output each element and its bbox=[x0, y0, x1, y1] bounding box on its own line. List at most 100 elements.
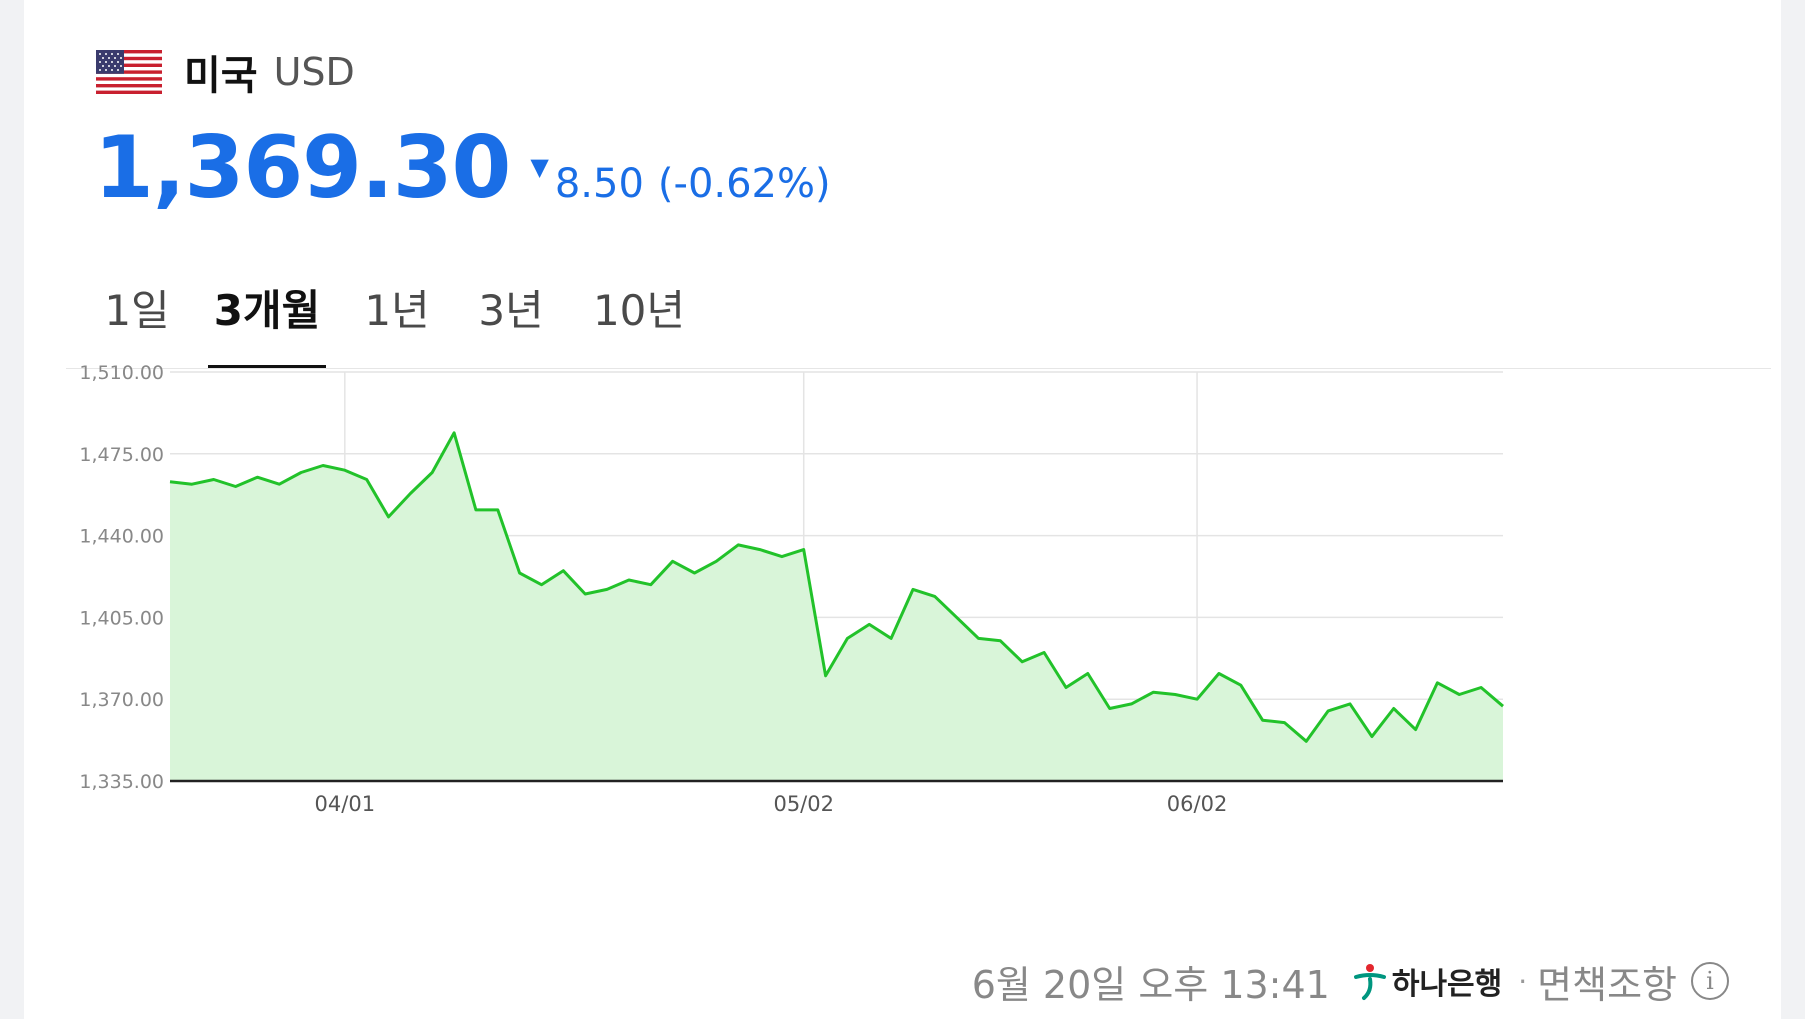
chart-footer: 6월 20일 오후 13:41 하나은행 · 면책조항 i bbox=[972, 954, 1729, 1008]
data-point bbox=[277, 482, 281, 486]
data-point bbox=[212, 478, 216, 482]
data-point bbox=[321, 464, 325, 468]
data-point bbox=[234, 485, 238, 489]
data-point bbox=[255, 475, 259, 479]
hana-bank-icon bbox=[1353, 964, 1386, 1000]
separator: · bbox=[1518, 964, 1528, 998]
info-icon[interactable]: i bbox=[1691, 962, 1729, 1000]
data-point bbox=[1370, 735, 1374, 739]
data-point bbox=[693, 571, 697, 575]
y-tick-label: 1,335.00 bbox=[79, 771, 164, 793]
data-point bbox=[780, 555, 784, 559]
data-point bbox=[1173, 693, 1177, 697]
data-point bbox=[998, 639, 1002, 643]
data-point bbox=[1217, 672, 1221, 676]
tab-3-years[interactable]: 3년 bbox=[478, 286, 544, 335]
y-tick-label: 1,370.00 bbox=[79, 689, 164, 711]
data-point bbox=[452, 431, 456, 435]
country-name: 미국 bbox=[184, 53, 258, 99]
data-point bbox=[911, 587, 915, 591]
chart-labels: 1,510.00 1,475.00 1,440.00 1,405.00 1,370.00… bbox=[79, 362, 1227, 816]
data-point bbox=[867, 622, 871, 626]
disclaimer-link[interactable]: 면책조항 bbox=[1537, 962, 1677, 1007]
data-point bbox=[1151, 690, 1155, 694]
rate-change-percent: (-0.62%) bbox=[657, 161, 831, 207]
period-tabs: 1일 3개월 1년 3년 10년 bbox=[66, 270, 1771, 369]
exchange-rate-chart[interactable]: 1,510.00 1,475.00 1,440.00 1,405.00 1,370.00… bbox=[24, 0, 1781, 950]
data-point bbox=[649, 583, 653, 587]
currency-code: USD bbox=[273, 50, 355, 94]
data-point bbox=[1304, 739, 1308, 743]
data-point bbox=[518, 571, 522, 575]
data-point bbox=[933, 594, 937, 598]
data-point bbox=[540, 583, 544, 587]
x-tick-label: 05/02 bbox=[773, 792, 834, 816]
tab-3-months[interactable]: 3개월 bbox=[213, 286, 321, 335]
data-point bbox=[1501, 704, 1505, 708]
data-point bbox=[955, 615, 959, 619]
data-point bbox=[299, 471, 303, 475]
currency-header: 미국 USD bbox=[96, 42, 355, 102]
data-point bbox=[1020, 660, 1024, 664]
data-point bbox=[561, 569, 565, 573]
data-point bbox=[1108, 707, 1112, 711]
data-point bbox=[1283, 721, 1287, 725]
data-point bbox=[845, 636, 849, 640]
data-point bbox=[714, 559, 718, 563]
exchange-rate-card: 미국 USD 1,369.30 ▼ 8.50 (-0.62%) 1일 3개월 1… bbox=[24, 0, 1781, 1019]
data-point bbox=[583, 592, 587, 596]
series-line bbox=[169, 431, 1504, 743]
bank-name: 하나은행 bbox=[1391, 967, 1503, 1002]
data-point bbox=[671, 559, 675, 563]
data-point bbox=[365, 478, 369, 482]
bank-logo: 하나은행 bbox=[1350, 959, 1502, 1003]
data-point bbox=[1261, 718, 1265, 722]
chart-area bbox=[168, 431, 1505, 781]
us-flag-icon bbox=[96, 50, 162, 94]
data-point bbox=[824, 674, 828, 678]
data-point bbox=[408, 492, 412, 496]
data-point bbox=[1392, 707, 1396, 711]
current-rate: 1,369.30 bbox=[94, 118, 511, 218]
data-point bbox=[758, 548, 762, 552]
data-point bbox=[1326, 709, 1330, 713]
y-tick-label: 1,475.00 bbox=[79, 444, 164, 466]
data-point bbox=[627, 578, 631, 582]
data-point bbox=[1239, 683, 1243, 687]
y-tick-label: 1,405.00 bbox=[79, 607, 164, 629]
data-point bbox=[496, 508, 500, 512]
data-point bbox=[1130, 702, 1134, 706]
data-point bbox=[1086, 672, 1090, 676]
tab-10-years[interactable]: 10년 bbox=[592, 286, 686, 335]
data-point bbox=[889, 636, 893, 640]
data-point bbox=[343, 468, 347, 472]
x-tick-label: 06/02 bbox=[1167, 792, 1228, 816]
data-point bbox=[168, 480, 172, 484]
tab-1-year[interactable]: 1년 bbox=[364, 286, 430, 335]
data-point bbox=[1195, 697, 1199, 701]
x-tick-label: 04/01 bbox=[315, 792, 376, 816]
y-tick-label: 1,510.00 bbox=[79, 362, 164, 384]
data-point bbox=[474, 508, 478, 512]
down-triangle-icon: ▼ bbox=[530, 153, 549, 181]
data-point bbox=[977, 636, 981, 640]
data-point bbox=[1042, 651, 1046, 655]
data-point bbox=[387, 515, 391, 519]
y-tick-label: 1,440.00 bbox=[79, 526, 164, 548]
rate-change: 8.50 bbox=[554, 161, 644, 207]
update-timestamp: 6월 20일 오후 13:41 bbox=[971, 962, 1330, 1007]
tab-1-day[interactable]: 1일 bbox=[104, 286, 170, 335]
data-point bbox=[1457, 693, 1461, 697]
active-tab-indicator bbox=[208, 365, 326, 368]
data-point bbox=[1435, 681, 1439, 685]
data-point bbox=[605, 587, 609, 591]
data-point bbox=[1348, 702, 1352, 706]
price-row: 1,369.30 ▼ 8.50 (-0.62%) bbox=[94, 118, 831, 228]
data-point bbox=[736, 543, 740, 547]
data-point bbox=[1064, 686, 1068, 690]
data-point bbox=[1414, 728, 1418, 732]
data-point bbox=[190, 482, 194, 486]
data-point bbox=[1479, 686, 1483, 690]
data-point bbox=[802, 548, 806, 552]
data-point bbox=[430, 471, 434, 475]
